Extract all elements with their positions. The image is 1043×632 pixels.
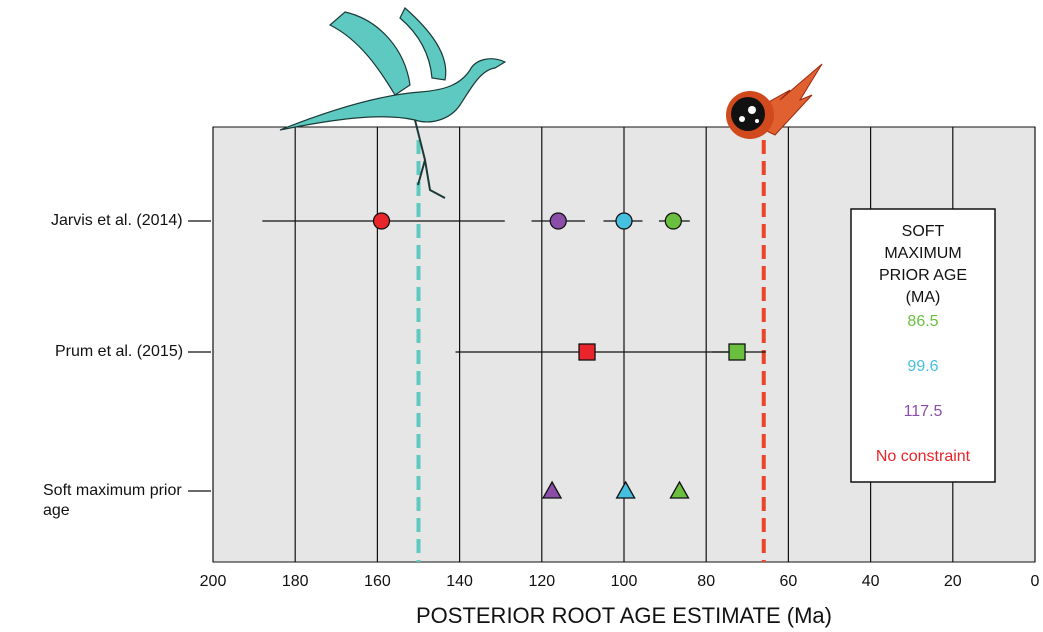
x-tick-label: 80 [697,573,715,590]
x-tick-label: 0 [1031,573,1040,590]
point [729,344,745,360]
y-tick-label: Jarvis et al. (2014) [51,211,183,231]
bird-wing [330,12,410,95]
x-tick-label: 160 [364,573,391,590]
page: POSTERIOR ROOT AGE ESTIMATE (Ma) 2001801… [0,0,1043,632]
legend-title: (MA) [906,289,941,306]
point [374,213,390,229]
legend-title: SOFT [902,223,945,240]
x-tick-label: 180 [282,573,309,590]
meteor-crater [748,106,756,114]
chart: POSTERIOR ROOT AGE ESTIMATE (Ma) 2001801… [0,0,1043,632]
legend-title: PRIOR AGE [879,267,967,284]
meteor-crater [739,116,745,122]
x-axis-title: POSTERIOR ROOT AGE ESTIMATE (Ma) [416,603,832,628]
point [665,213,681,229]
legend-entry: No constraint [876,448,971,465]
x-tick-label: 100 [611,573,638,590]
x-tick-label: 20 [944,573,962,590]
x-tick-label: 200 [200,573,227,590]
point [616,213,632,229]
x-tick-label: 60 [780,573,798,590]
x-tick-label: 140 [446,573,473,590]
y-tick-label: Prum et al. (2015) [55,342,183,362]
legend-title: MAXIMUM [884,245,961,262]
meteor-crater [755,119,759,123]
x-tick-label: 120 [528,573,555,590]
point [579,344,595,360]
y-tick-label: Soft maximum prior age [43,481,183,521]
legend-entry: 99.6 [907,358,938,375]
meteor-core [731,97,765,131]
legend-entry: 117.5 [904,403,943,420]
x-tick-label: 40 [862,573,880,590]
point [550,213,566,229]
legend-entry: 86.5 [907,313,938,330]
